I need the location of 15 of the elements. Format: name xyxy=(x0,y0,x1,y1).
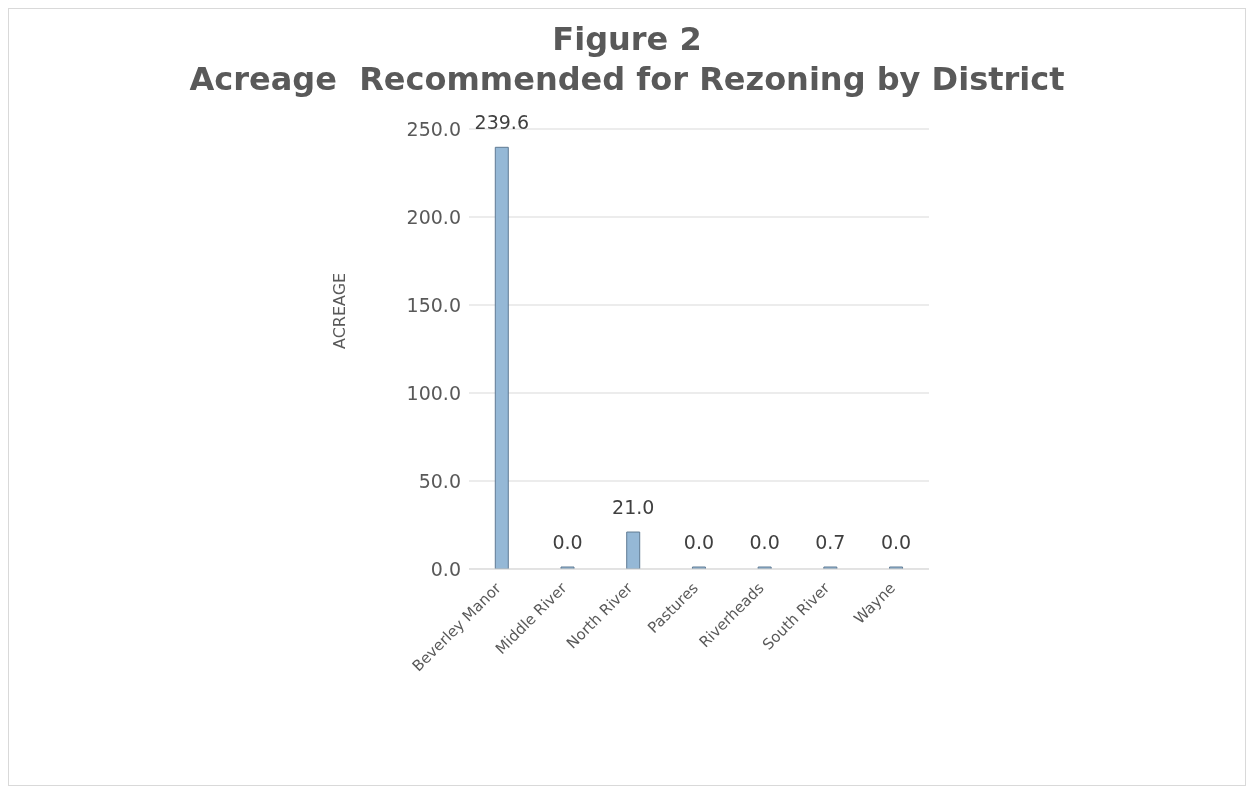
y-axis-title: ACREAGE xyxy=(329,272,349,349)
data-label: 0.7 xyxy=(815,531,846,553)
data-label: 21.0 xyxy=(612,496,655,519)
data-label: 0.0 xyxy=(552,531,583,553)
data-label: 0.0 xyxy=(880,531,912,553)
chart-title: Figure 2 Acreage Recommended for Rezoning by District xyxy=(188,19,1066,99)
y-tick-label: 200.0 xyxy=(406,205,461,228)
y-tick-label: 150.0 xyxy=(406,293,461,316)
y-tick-label: 0.0 xyxy=(430,557,461,580)
y-tick-label: 100.0 xyxy=(406,381,461,404)
data-label: 0.0 xyxy=(749,531,780,553)
data-label: 239.6 xyxy=(474,111,529,134)
data-label: 0.0 xyxy=(683,531,715,553)
y-tick-label: 50.0 xyxy=(418,469,461,492)
y-tick-label: 250.0 xyxy=(406,117,461,140)
